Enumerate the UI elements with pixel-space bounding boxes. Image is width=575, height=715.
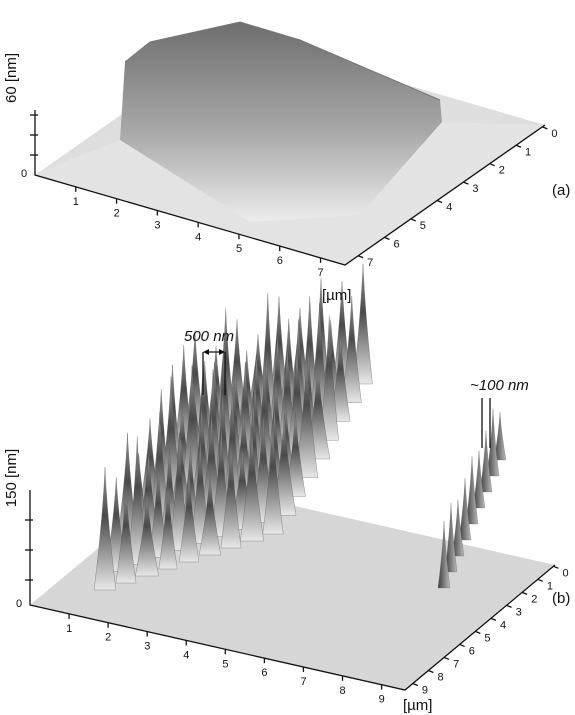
tick	[490, 164, 495, 166]
x-tick-label: 9	[379, 694, 385, 706]
z-axis-label: 60 [nm]	[3, 53, 20, 103]
y-tick-label: 2	[531, 593, 537, 605]
y-tick-label: 7	[453, 658, 459, 670]
tick	[444, 657, 449, 659]
x-tick-label: 4	[195, 231, 201, 243]
y-tick-label: 1	[547, 580, 553, 592]
tick	[553, 566, 558, 568]
x-tick-label: 2	[114, 208, 120, 220]
tick	[463, 182, 468, 184]
y-tick-label: 0	[562, 567, 568, 579]
tick	[411, 219, 416, 221]
x-tick-label: 8	[340, 685, 346, 697]
tick	[460, 644, 465, 646]
tick	[542, 127, 547, 129]
y-tick-label: 4	[446, 202, 452, 214]
tick	[437, 201, 442, 203]
y-tick-label: 0	[551, 128, 557, 140]
tick	[507, 605, 512, 607]
y-tick-label: 6	[393, 238, 399, 250]
x-tick-label: 6	[277, 255, 283, 267]
figure: 60 [nm] 150 [nm] (a) (b) [µm] [µm] 500 n…	[0, 0, 575, 715]
x-tick-label: 6	[261, 667, 267, 679]
unit-label: [µm]	[322, 287, 351, 304]
tick	[384, 237, 389, 239]
panel-label: (b)	[552, 590, 570, 607]
tick	[428, 670, 433, 672]
y-tick-label: 9	[422, 684, 428, 696]
x-tick-label: 7	[318, 267, 324, 279]
y-tick-label: 3	[516, 606, 522, 618]
y-tick-label: 5	[484, 632, 490, 644]
x-tick-label: 7	[300, 676, 306, 688]
tick	[516, 145, 521, 147]
x-tick-label: 1	[73, 196, 79, 208]
y-tick-label: 3	[472, 183, 478, 195]
arrow-head	[203, 349, 209, 355]
x-tick-label: 4	[183, 649, 189, 661]
y-tick-label: 4	[500, 619, 506, 631]
annotation: ~100 nm	[470, 377, 529, 394]
unit-label: [µm]	[403, 697, 432, 714]
y-tick-label: 6	[469, 645, 475, 657]
annotation: 500 nm	[184, 328, 234, 345]
x-tick-label: 1	[66, 623, 72, 635]
tick	[413, 683, 418, 685]
panel-label: (a)	[552, 182, 570, 199]
y-tick-label: 7	[367, 257, 373, 269]
x-tick-label: 2	[105, 632, 111, 644]
y-tick-label: 8	[437, 671, 443, 683]
z-axis-label: 150 [nm]	[3, 449, 20, 507]
z-tick-label: 0	[21, 168, 27, 180]
y-tick-label: 5	[420, 220, 426, 232]
tick	[538, 579, 543, 581]
z-tick-label: 0	[16, 598, 22, 610]
x-tick-label: 5	[222, 658, 228, 670]
y-tick-label: 2	[499, 165, 505, 177]
x-tick-label: 3	[144, 641, 150, 653]
y-tick-label: 1	[525, 146, 531, 158]
tick	[475, 631, 480, 633]
tick	[491, 618, 496, 620]
x-tick-label: 3	[154, 220, 160, 232]
tick	[522, 592, 527, 594]
x-tick-label: 5	[236, 243, 242, 255]
tick	[358, 256, 363, 258]
